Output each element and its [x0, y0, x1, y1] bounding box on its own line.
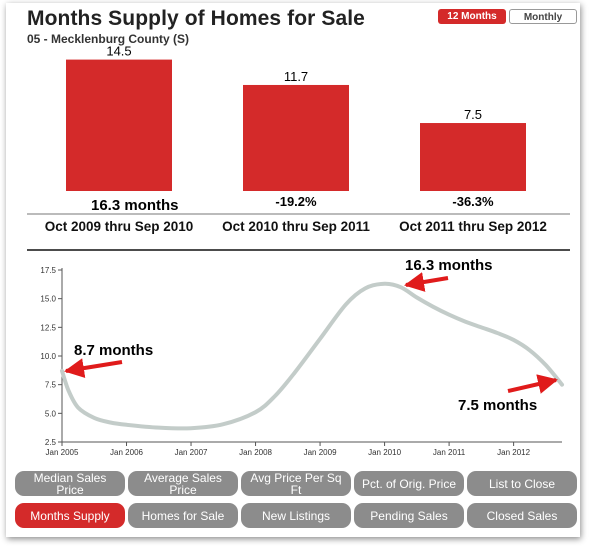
- tab-average-sales-price[interactable]: Average Sales Price: [128, 471, 238, 496]
- line-series: [60, 281, 564, 431]
- x-tick-label: Jan 2008: [239, 448, 272, 457]
- tab-list-to-close[interactable]: List to Close: [467, 471, 577, 496]
- toggle-12-months-button[interactable]: 12 Months: [438, 9, 506, 24]
- x-tick-label: Jan 2012: [497, 448, 530, 457]
- y-tick-label: 7.5: [45, 381, 57, 390]
- bar-value-label: 11.7: [284, 69, 308, 84]
- y-tick-label: 17.5: [40, 266, 56, 275]
- callout-line-start: 8.7 months: [74, 342, 154, 359]
- y-tick-label: 2.5: [45, 438, 57, 447]
- y-tick-label: 10.0: [40, 352, 56, 361]
- tab-closed-sales[interactable]: Closed Sales: [467, 503, 577, 528]
- bar-value-label: 14.5: [106, 44, 131, 59]
- bar-change-label: -36.3%: [452, 194, 494, 209]
- tab-months-supply[interactable]: Months Supply: [15, 503, 125, 528]
- page-title: Months Supply of Homes for Sale: [27, 7, 365, 30]
- x-tick-label: Jan 2007: [175, 448, 208, 457]
- bar-3: [420, 123, 526, 191]
- bar-category-label: Oct 2011 thru Sep 2012: [399, 219, 547, 234]
- page-subtitle: 05 - Mecklenburg County (S): [27, 32, 190, 46]
- tab-median-sales-price[interactable]: Median Sales Price: [15, 471, 125, 496]
- callout-line-end: 7.5 months: [458, 397, 538, 414]
- x-tick-label: Jan 2011: [433, 448, 466, 457]
- bar-category-label: Oct 2009 thru Sep 2010: [45, 219, 194, 234]
- arrow-line-peak: [404, 272, 449, 292]
- y-tick-label: 5.0: [45, 409, 57, 418]
- bar-value-label: 7.5: [464, 107, 482, 122]
- y-tick-label: 12.5: [40, 323, 56, 332]
- tab-pending-sales[interactable]: Pending Sales: [354, 503, 464, 528]
- line-chart: 2.5 5.0 7.5 10.0 12.5 15.0 17.5 Jan 2005 Jan 200…: [40, 266, 564, 457]
- tab-new-listings[interactable]: New Listings: [241, 503, 351, 528]
- x-tick-label: Jan 2005: [46, 448, 79, 457]
- callout-line-peak: 16.3 months: [405, 257, 493, 274]
- x-tick-label: Jan 2009: [304, 448, 337, 457]
- tab-pct-of-orig-price[interactable]: Pct. of Orig. Price: [354, 471, 464, 496]
- arrow-line-start: [64, 358, 123, 379]
- callout-arrows: [64, 272, 558, 394]
- bar-category-label: Oct 2010 thru Sep 2011: [222, 219, 370, 234]
- tab-avg-price-per-sq-ft[interactable]: Avg Price Per Sq Ft: [241, 471, 351, 496]
- toggle-monthly-button[interactable]: Monthly: [509, 9, 577, 24]
- callout-bar-peak: 16.3 months: [91, 197, 179, 214]
- y-tick-label: 15.0: [40, 295, 56, 304]
- arrow-line-end: [507, 374, 558, 394]
- bar-chart: 14.5 Oct 2009 thru Sep 2010 11.7 -19.2% Oct …: [27, 44, 570, 234]
- bar-2: [243, 84, 349, 191]
- x-tick-label: Jan 2006: [110, 448, 143, 457]
- bar-change-label: -19.2%: [275, 194, 317, 209]
- tab-homes-for-sale[interactable]: Homes for Sale: [128, 503, 238, 528]
- x-tick-label: Jan 2010: [368, 448, 401, 457]
- bar-1: [66, 59, 172, 191]
